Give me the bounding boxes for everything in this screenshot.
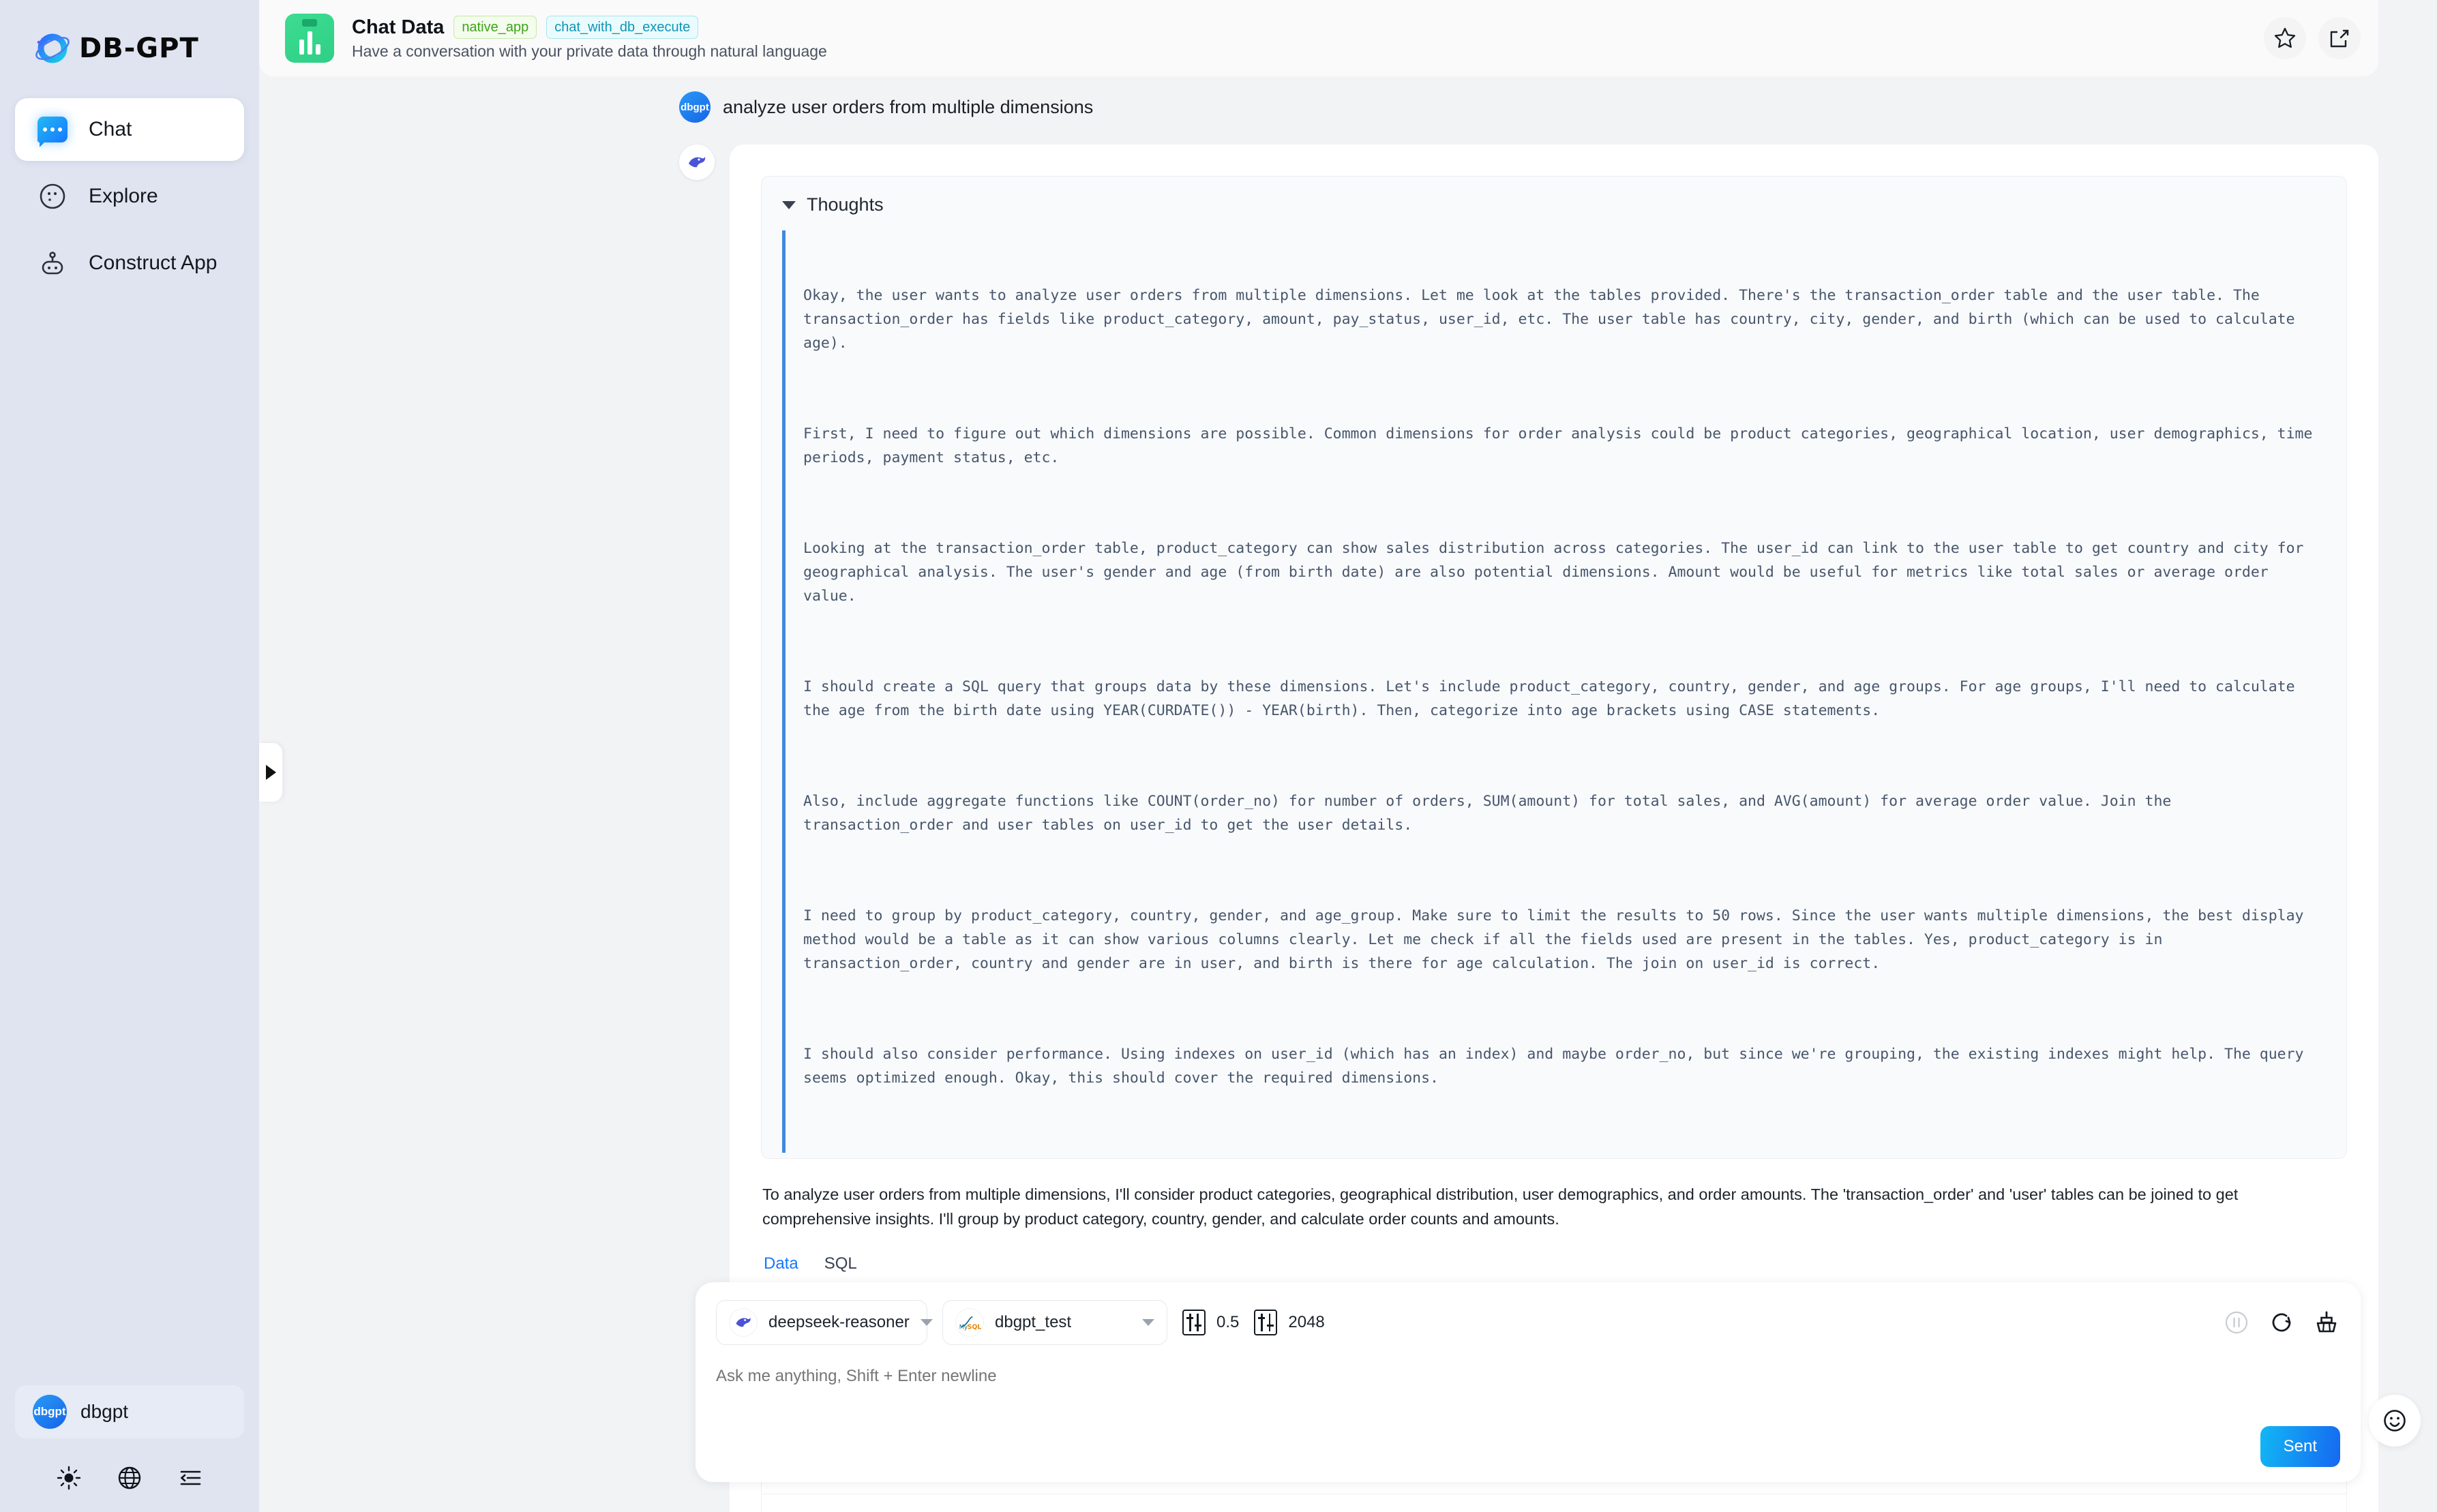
thought-paragraph: I need to group by product_category, cou… [803, 907, 2313, 972]
avatar: dbgpt [679, 91, 711, 123]
thoughts-toggle[interactable]: Thoughts [782, 194, 2326, 230]
assistant-summary-text: To analyze user orders from multiple dim… [762, 1185, 2239, 1228]
cell-total-orders: 1 [1680, 1494, 1887, 1512]
chevron-down-icon [782, 200, 796, 209]
triangle-right-icon [265, 765, 276, 780]
cell-avg-order-value: 3973.77 [2124, 1494, 2346, 1512]
datasource-select[interactable]: My SQL dbgpt_test [942, 1300, 1167, 1345]
thoughts-content: Okay, the user wants to analyze user ord… [782, 230, 2326, 1153]
robot-icon [35, 246, 70, 280]
composer-action-icons [2223, 1309, 2340, 1336]
language-globe-icon[interactable] [113, 1462, 146, 1494]
clear-broom-icon[interactable] [2313, 1309, 2340, 1336]
sidebar-item-construct-app[interactable]: Construct App [15, 232, 244, 294]
sliders-icon [1182, 1310, 1206, 1335]
chevron-down-icon [920, 1319, 933, 1326]
thought-paragraph: Also, include aggregate functions like C… [803, 793, 2181, 834]
chat-data-app-icon [285, 14, 334, 63]
user-message-row: dbgpt analyze user orders from multiple … [275, 76, 2378, 123]
sidebar-item-explore[interactable]: Explore [15, 165, 244, 228]
badge-native-app: native_app [453, 16, 537, 39]
sidebar-item-label-explore: Explore [89, 185, 158, 207]
avatar: dbgpt [33, 1395, 67, 1429]
tab-sql[interactable]: SQL [824, 1254, 857, 1273]
thoughts-panel: Thoughts Okay, the user wants to analyze… [761, 176, 2347, 1159]
message-composer: deepseek-reasoner My SQL dbgpt_test [696, 1282, 2361, 1482]
svg-text:My: My [959, 1324, 968, 1331]
max-tokens-control[interactable]: 2048 [1254, 1310, 1325, 1335]
expand-sidebar-arrow-icon[interactable] [259, 743, 282, 802]
deepseek-whale-icon [679, 145, 715, 180]
page-title: Chat Data [352, 16, 445, 38]
thought-paragraph: Okay, the user wants to analyze user ord… [803, 287, 2304, 352]
sidebar: DB-GPT Chat Explore [0, 0, 259, 1512]
app-header: Chat Data native_app chat_with_db_execut… [259, 0, 2378, 76]
cell-age-group: 25-34 [1237, 1494, 1444, 1512]
model-select[interactable]: deepseek-reasoner [716, 1300, 933, 1345]
deepseek-whale-icon [729, 1308, 758, 1337]
sliders-icon [1254, 1310, 1278, 1335]
svg-text:SQL: SQL [968, 1323, 981, 1331]
cell-product-category: Other [1443, 1494, 1681, 1512]
thought-paragraph: First, I need to figure out which dimens… [803, 425, 2322, 466]
thoughts-title: Thoughts [807, 194, 884, 215]
sidebar-footer: dbgpt dbgpt [0, 1385, 259, 1512]
share-external-link-icon[interactable] [2318, 17, 2361, 59]
thought-paragraph: I should also consider performance. Usin… [803, 1046, 2313, 1087]
composer-toolbar: deepseek-reasoner My SQL dbgpt_test [716, 1300, 2340, 1345]
brand-name: DB-GPT [79, 33, 199, 64]
header-actions [2264, 17, 2361, 59]
main-panel: Chat Data native_app chat_with_db_execut… [259, 0, 2437, 1512]
app-header-text: Chat Data native_app chat_with_db_execut… [352, 16, 827, 61]
sidebar-nav: Chat Explore [0, 98, 259, 294]
smiley-face-icon[interactable] [2369, 1395, 2421, 1447]
table-row: China Male 25-34 Other 1 3973.77 3973.77 [762, 1494, 2346, 1512]
theme-sun-icon[interactable] [53, 1462, 85, 1494]
sidebar-item-label-construct-app: Construct App [89, 252, 218, 274]
compass-face-icon [35, 179, 70, 213]
dbgpt-planet-logo-icon [33, 29, 72, 68]
user-name: dbgpt [80, 1401, 129, 1422]
model-select-value: deepseek-reasoner [768, 1313, 910, 1331]
app-subtitle: Have a conversation with your private da… [352, 42, 827, 60]
tab-data[interactable]: Data [762, 1248, 800, 1285]
chevron-down-icon [1142, 1319, 1154, 1326]
sidebar-item-label-chat: Chat [89, 118, 132, 140]
send-button[interactable]: Sent [2260, 1426, 2340, 1467]
collapse-sidebar-icon[interactable] [174, 1462, 207, 1494]
max-tokens-value: 2048 [1288, 1313, 1325, 1331]
brand-logo[interactable]: DB-GPT [0, 0, 259, 68]
user-account-card[interactable]: dbgpt dbgpt [15, 1385, 244, 1438]
datasource-select-value: dbgpt_test [995, 1313, 1072, 1331]
user-message-text: analyze user orders from multiple dimens… [723, 97, 1094, 117]
temperature-value: 0.5 [1216, 1313, 1240, 1331]
retry-refresh-icon[interactable] [2268, 1309, 2295, 1336]
pause-icon[interactable] [2223, 1309, 2250, 1336]
sidebar-item-chat[interactable]: Chat [15, 98, 244, 161]
cell-country: China [762, 1494, 1032, 1512]
chat-bubble-icon [35, 112, 70, 147]
mysql-icon: My SQL [955, 1308, 984, 1337]
composer-send-row: Sent [716, 1421, 2340, 1467]
chat-input[interactable] [716, 1363, 2340, 1417]
cell-total-amount: 3973.77 [1887, 1494, 2125, 1512]
thought-paragraph: Looking at the transaction_order table, … [803, 540, 2313, 605]
temperature-control[interactable]: 0.5 [1182, 1310, 1239, 1335]
favorite-star-icon[interactable] [2264, 17, 2306, 59]
cell-gender: Male [1031, 1494, 1238, 1512]
badge-chat-with-db-execute: chat_with_db_execute [546, 16, 699, 39]
result-tabs: Data SQL [761, 1231, 2347, 1285]
thought-paragraph: I should create a SQL query that groups … [803, 678, 2304, 719]
sidebar-footer-icons [15, 1438, 244, 1494]
